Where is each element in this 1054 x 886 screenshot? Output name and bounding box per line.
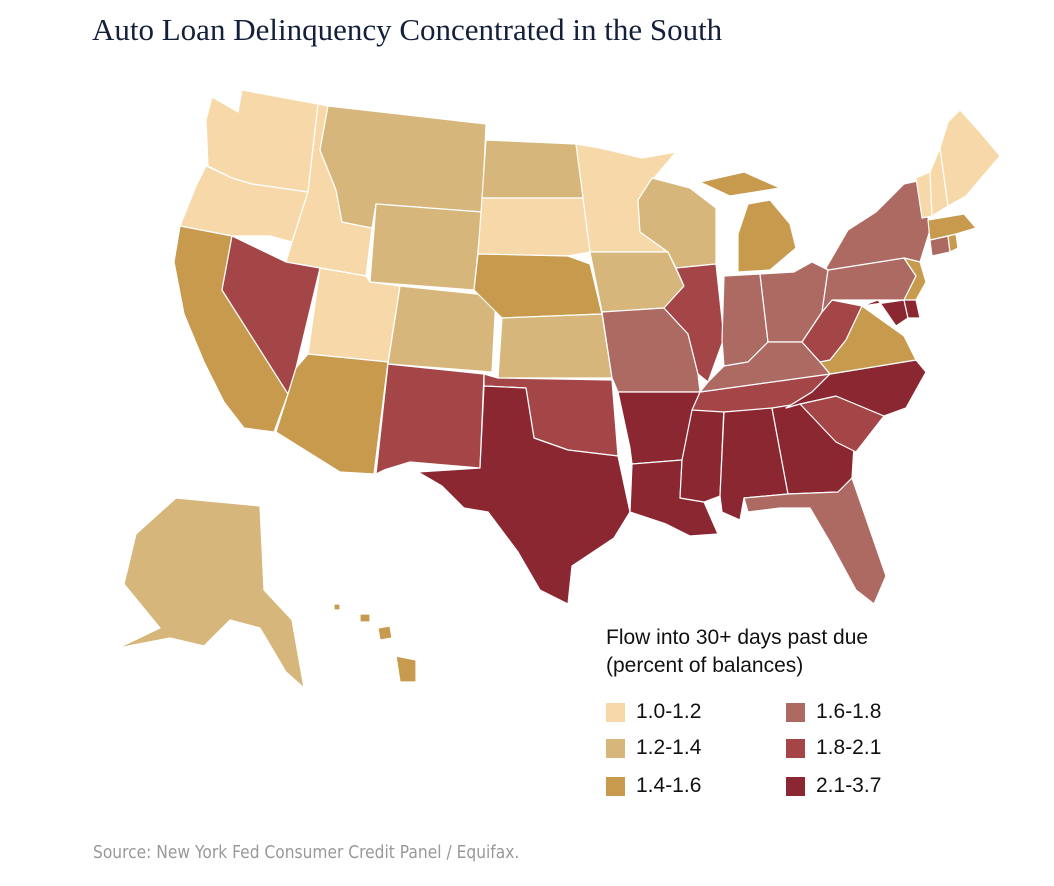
legend-title-line2: (percent of balances) — [606, 654, 804, 677]
state-ak — [117, 497, 305, 689]
legend-label: 2.1-3.7 — [816, 774, 882, 797]
state-md — [861, 299, 909, 327]
legend-item: 1.8-2.1 — [786, 736, 881, 760]
legend-item: 1.2-1.4 — [606, 736, 701, 760]
state-hi — [333, 603, 417, 683]
state-il — [663, 263, 725, 383]
state-or — [179, 165, 309, 243]
legend-label: 1.2-1.4 — [636, 736, 702, 759]
state-co — [387, 285, 497, 373]
legend-label: 1.6-1.8 — [816, 700, 882, 723]
state-mi — [699, 171, 797, 273]
legend-item: 1.0-1.2 — [606, 700, 701, 724]
legend-item: 2.1-3.7 — [786, 774, 881, 798]
source-note: Source: New York Fed Consumer Credit Pan… — [93, 842, 520, 863]
legend-swatch — [786, 776, 805, 796]
state-nd — [481, 139, 585, 199]
legend-swatch — [786, 702, 805, 722]
legend-swatch — [606, 738, 625, 758]
state-de — [903, 299, 921, 319]
state-sd — [477, 197, 591, 257]
legend-swatch — [606, 776, 625, 796]
legend-title: Flow into 30+ days past due (percent of … — [606, 624, 868, 680]
state-ks — [497, 313, 613, 379]
map-title: Auto Loan Delinquency Concentrated in th… — [92, 12, 723, 47]
state-ny — [825, 179, 931, 271]
state-nc — [785, 359, 927, 417]
state-va — [819, 305, 917, 375]
legend-swatch — [606, 702, 625, 722]
state-wy — [369, 203, 483, 291]
state-fl — [743, 477, 887, 605]
state-tx — [417, 385, 631, 605]
legend-label: 1.4-1.6 — [636, 774, 702, 797]
state-nm — [375, 363, 485, 475]
state-ma — [927, 213, 977, 241]
legend-label: 1.0-1.2 — [636, 700, 702, 723]
legend-title-line1: Flow into 30+ days past due — [606, 626, 869, 649]
legend-swatch — [786, 738, 805, 758]
state-ne — [473, 253, 603, 319]
state-me — [939, 109, 1001, 207]
legend-label: 1.8-2.1 — [816, 736, 882, 759]
state-ri — [947, 233, 959, 253]
legend-item: 1.6-1.8 — [786, 700, 881, 724]
legend-item: 1.4-1.6 — [606, 774, 701, 798]
